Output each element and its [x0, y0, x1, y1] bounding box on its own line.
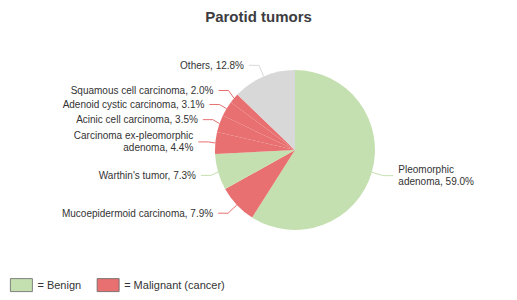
svg-text:adenoma, 4.4%: adenoma, 4.4%	[123, 142, 193, 153]
svg-text:adenoma, 59.0%: adenoma, 59.0%	[398, 176, 474, 187]
svg-text:Mucoepidermoid carcinoma, 7.9%: Mucoepidermoid carcinoma, 7.9%	[62, 208, 213, 219]
svg-text:= Benign: = Benign	[37, 279, 81, 291]
svg-text:Adenoid cystic carcinoma, 3.1%: Adenoid cystic carcinoma, 3.1%	[63, 99, 205, 110]
svg-text:Others, 12.8%: Others, 12.8%	[180, 60, 244, 71]
svg-text:Carcinoma ex-pleomorphic: Carcinoma ex-pleomorphic	[74, 130, 194, 141]
svg-text:Warthin's tumor, 7.3%: Warthin's tumor, 7.3%	[99, 170, 196, 181]
svg-text:= Malignant (cancer): = Malignant (cancer)	[124, 279, 225, 291]
svg-text:Parotid tumors: Parotid tumors	[205, 8, 312, 25]
svg-text:Squamous cell carcinoma, 2.0%: Squamous cell carcinoma, 2.0%	[71, 85, 214, 96]
svg-text:Acinic cell carcinoma, 3.5%: Acinic cell carcinoma, 3.5%	[76, 114, 198, 125]
svg-text:Pleomorphic: Pleomorphic	[398, 164, 454, 175]
